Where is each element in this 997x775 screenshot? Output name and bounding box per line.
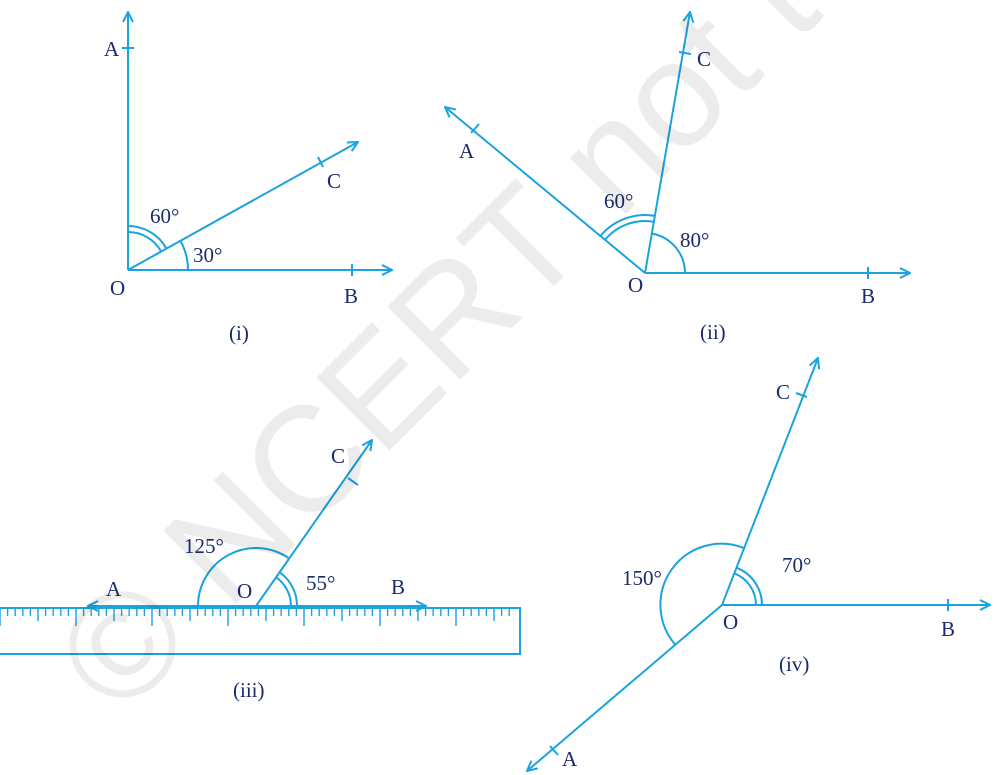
tick-c (317, 156, 324, 168)
point-label-b: B (861, 284, 875, 308)
arc-80 (651, 232, 686, 274)
tick-c (795, 392, 808, 398)
arc-30 (179, 240, 189, 271)
point-label-c: C (331, 444, 345, 468)
angle-label-125: 125° (184, 534, 224, 558)
figure-caption: (iv) (779, 652, 809, 676)
figure-iii (0, 440, 521, 655)
arc-55 (278, 571, 299, 607)
point-label-b: B (941, 617, 955, 641)
ray-oc (721, 358, 818, 606)
ruler (0, 607, 521, 655)
labels-i: A O B C 60° 30° (i) (104, 37, 358, 345)
point-label-o: O (110, 276, 125, 300)
point-label-a: A (562, 747, 578, 771)
arc-55-inner (275, 576, 293, 607)
angle-label-30: 30° (193, 243, 222, 267)
figure-i (122, 12, 392, 276)
figure-caption: (i) (229, 321, 249, 345)
tick-c (347, 477, 359, 486)
ruler-scale (0, 608, 510, 626)
labels-iv: C O B A 150° 70° (iv) (562, 380, 955, 771)
point-label-o: O (628, 273, 643, 297)
point-label-o: O (237, 579, 252, 603)
angle-label-55: 55° (306, 571, 335, 595)
arc-60 (599, 214, 656, 237)
tick-c (678, 51, 692, 55)
figure-ii (445, 12, 910, 279)
ray-oa (527, 604, 723, 771)
ray-oa (445, 107, 646, 274)
point-label-a: A (106, 577, 122, 601)
labels-ii: A C O B 60° 80° (ii) (459, 47, 875, 344)
figure-caption: (ii) (700, 320, 726, 344)
arc-70 (736, 566, 763, 606)
point-label-b: B (344, 284, 358, 308)
point-label-c: C (697, 47, 711, 71)
angle-label-70: 70° (782, 553, 811, 577)
ray-oc (644, 12, 690, 274)
angle-label-150: 150° (622, 566, 662, 590)
arc-150 (659, 542, 745, 646)
point-label-b: B (391, 575, 405, 599)
ray-oc (255, 440, 372, 607)
point-label-a: A (459, 139, 475, 163)
arc-60 (127, 225, 168, 249)
ray-oc (127, 142, 358, 271)
arc-60-inner (604, 220, 655, 241)
arc-125 (197, 547, 290, 607)
point-label-o: O (723, 610, 738, 634)
tick-a (470, 123, 480, 134)
angle-label-60: 60° (150, 204, 179, 228)
point-label-a: A (104, 37, 120, 61)
tick-a (549, 745, 559, 756)
figure-caption: (iii) (233, 678, 265, 702)
labels-iii: A O B C 125° 55° (iii) (106, 444, 405, 702)
point-label-c: C (327, 169, 341, 193)
figure-iv (527, 358, 990, 771)
arc-70-inner (733, 572, 757, 606)
angle-label-80: 80° (680, 228, 709, 252)
arc-60-inner (127, 231, 163, 253)
angle-label-60: 60° (604, 189, 633, 213)
point-label-c: C (776, 380, 790, 404)
